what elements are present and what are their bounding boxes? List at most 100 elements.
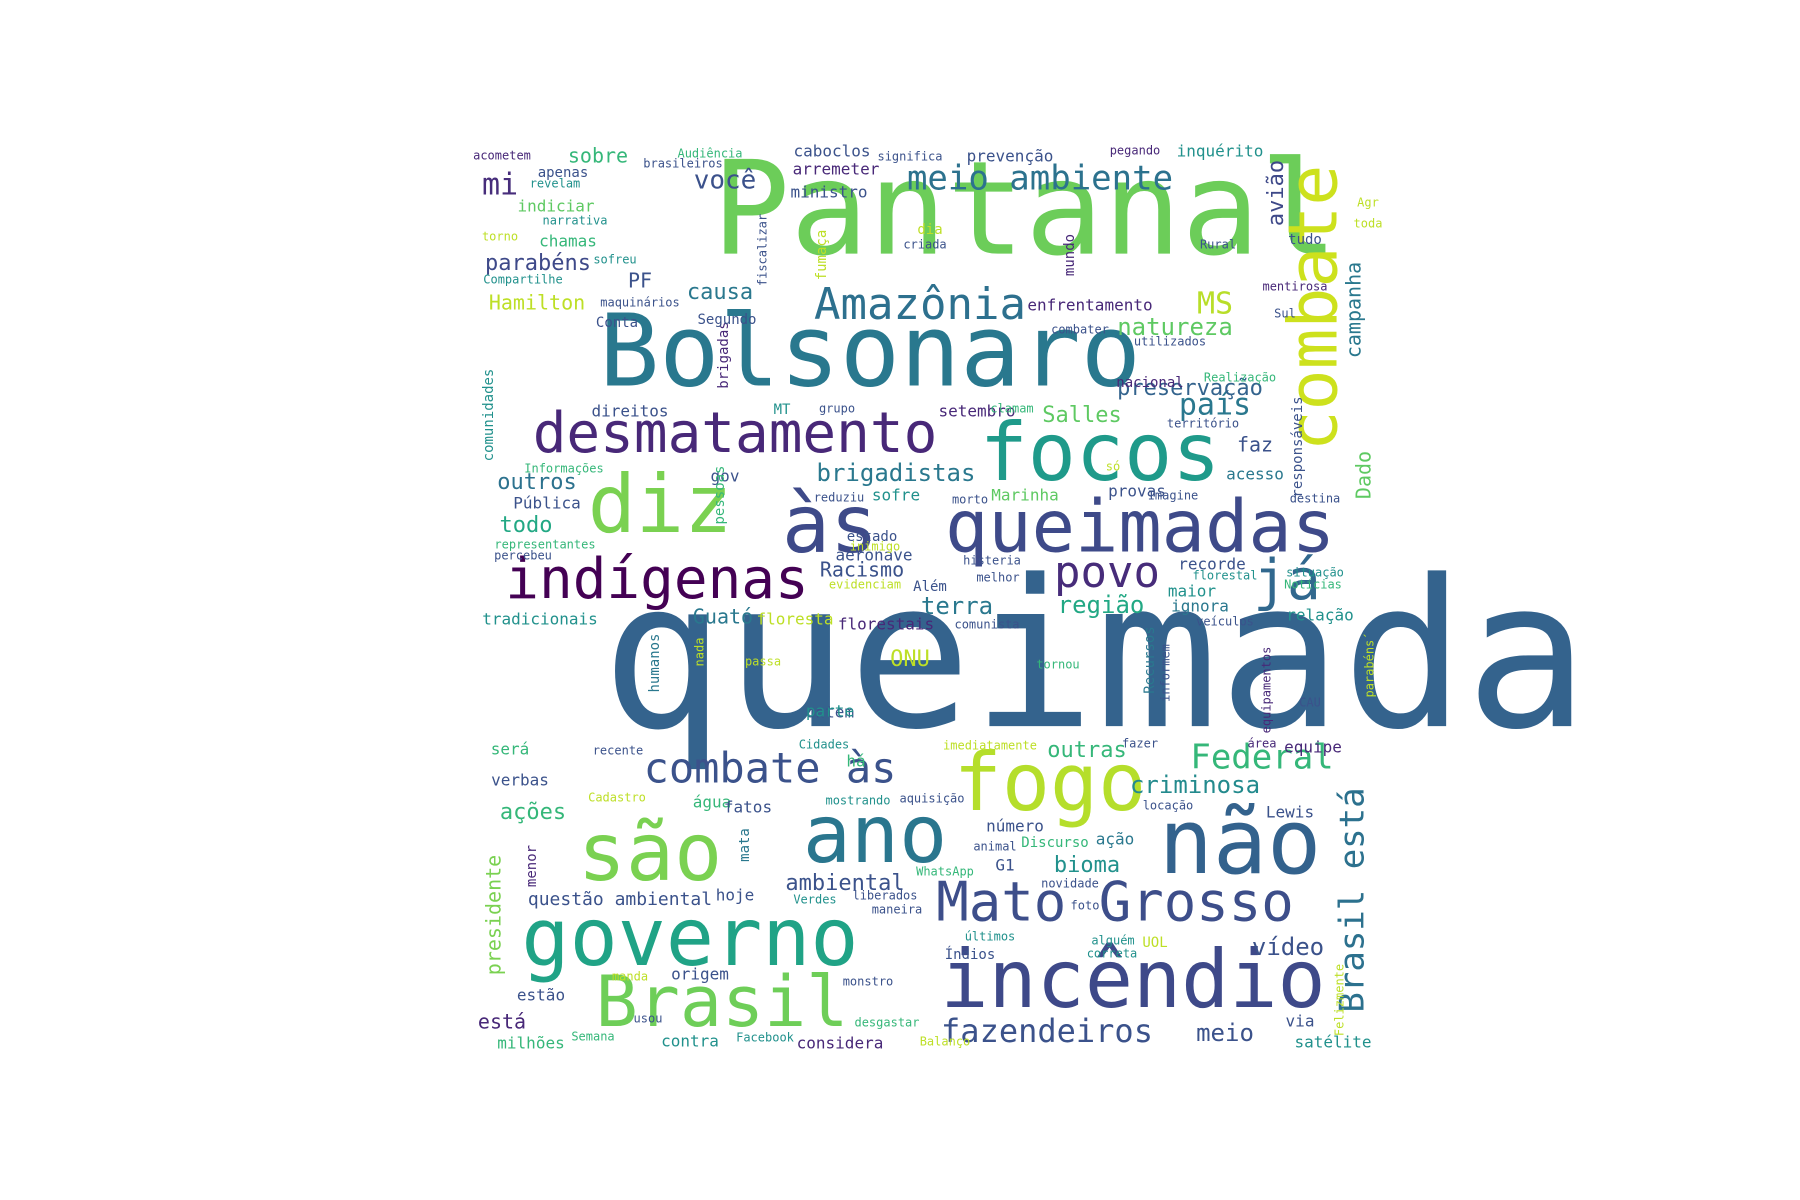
word-contra: contra	[661, 1032, 719, 1051]
word-indios: Índios	[945, 946, 996, 963]
word-so: só	[1106, 460, 1120, 474]
word-pegando: pegando	[1110, 144, 1161, 158]
word-monstro: monstro	[843, 975, 894, 989]
word-imediatamente: imediatamente	[943, 739, 1037, 753]
word-representantes: representantes	[494, 538, 595, 552]
word-as: às	[782, 478, 878, 571]
word-chamas: chamas	[539, 232, 597, 251]
word-fiscalizar: fiscalizar	[756, 214, 770, 286]
word-lewis: Lewis	[1266, 803, 1314, 822]
word-hoje: hoje	[716, 886, 755, 905]
word-usou: usou	[634, 1012, 663, 1026]
word-ms: MS	[1197, 287, 1233, 322]
word-diz: diz	[588, 458, 733, 551]
word-veiculos: veículos	[1196, 615, 1254, 629]
word-percebeu: percebeu	[494, 549, 552, 563]
word-incendio: incêndio	[940, 933, 1325, 1026]
word-questao-ambiental: questão ambiental	[528, 889, 712, 910]
word-considera: considera	[797, 1034, 884, 1053]
word-federal: Federal	[1190, 738, 1333, 778]
word-sofre: sofre	[872, 486, 920, 505]
word-comunidades: comunidades	[481, 369, 497, 462]
word-voce: você	[694, 166, 757, 196]
word-ignora: ignora	[1171, 597, 1229, 616]
word-bolsonaro: Bolsonaro	[599, 292, 1141, 409]
word-mato-grosso: Mato Grosso	[936, 871, 1294, 934]
word-direitos: direitos	[591, 402, 668, 421]
word-desmatamento: desmatamento	[533, 401, 938, 466]
word-equipamentos: equipamentos	[1260, 647, 1274, 734]
word-mentirosa: mentirosa	[1262, 280, 1327, 294]
word-acometem: acometem	[473, 149, 531, 163]
word-presidente: presidente	[482, 855, 506, 975]
word-publica: Pública	[513, 494, 580, 513]
word-povo: povo	[1054, 547, 1160, 598]
word-comunista: comunista	[954, 618, 1019, 632]
word-tradicionais: tradicionais	[482, 610, 598, 629]
word-uol: UOL	[1142, 935, 1167, 951]
word-outros: outros	[497, 470, 576, 495]
word-salles: Salles	[1042, 403, 1121, 428]
word-alem: Além	[913, 579, 947, 595]
word-audiencia: Audiência	[677, 147, 742, 161]
word-locacao: locação	[1143, 799, 1194, 813]
word-verdes: Verdes	[793, 893, 836, 907]
word-parabens: parabéns´	[1363, 632, 1377, 697]
word-milhoes: milhões	[497, 1034, 564, 1053]
word-imagine: Imagine	[1148, 489, 1199, 503]
word-maior: maior	[1168, 582, 1217, 601]
word-pessoas: pessoas	[712, 465, 728, 524]
word-grupo: grupo	[819, 402, 855, 416]
word-apenas: apenas	[538, 165, 589, 181]
word-noticias: Notícias	[1284, 578, 1342, 592]
word-provas: provas	[1108, 482, 1166, 501]
word-brasil: Brasil	[596, 961, 849, 1043]
word-terra: terra	[921, 592, 993, 620]
word-novidade: novidade	[1041, 877, 1099, 891]
word-dado: Dado	[1352, 451, 1376, 499]
word-guato: Guató	[693, 605, 753, 629]
word-acesso: acesso	[1226, 465, 1284, 484]
word-florestais: florestais	[838, 615, 934, 634]
word-felizmente: Felizmente	[1333, 964, 1347, 1036]
word-utilizados: utilizados	[1134, 335, 1206, 349]
word-sul: Sul	[1274, 307, 1296, 321]
word-mata: mata	[737, 828, 753, 862]
word-indiciar: indiciar	[517, 197, 594, 216]
word-governo: governo	[521, 891, 858, 984]
word-faz: faz	[1237, 433, 1273, 457]
word-alguem: alguém	[1091, 934, 1134, 948]
word-relacao: relação	[1286, 606, 1353, 625]
word-nada: nada	[693, 638, 707, 667]
word-combate: combate	[1275, 165, 1354, 452]
word-ano: ano	[803, 788, 948, 881]
word-ha: há	[846, 752, 865, 771]
word-fatos: fatos	[724, 798, 772, 817]
word-queimadas: queimadas	[945, 485, 1335, 569]
word-compartilhe: Compartilhe	[483, 273, 562, 287]
word-origem: origem	[671, 965, 729, 984]
word-criminosa: criminosa	[1130, 771, 1260, 799]
word-aquisicao: aquisição	[899, 792, 964, 806]
word-focos: focos	[980, 406, 1221, 499]
word-torno: torno	[482, 230, 518, 244]
word-ambiental: ambiental	[785, 871, 904, 896]
word-caboclos: caboclos	[793, 142, 870, 161]
word-mi: mi	[482, 168, 518, 203]
word-rural: Rural	[1200, 238, 1236, 252]
word-manda: manda	[612, 970, 648, 984]
word-discurso: Discurso	[1021, 835, 1088, 851]
word-parte: parte	[806, 702, 854, 721]
word-estado: estado	[847, 529, 898, 545]
word-histeria: histeria	[963, 554, 1021, 568]
word-ontem: ontem	[806, 703, 854, 722]
word-sofreu: sofreu	[593, 253, 636, 267]
word-fazendeiros: fazendeiros	[941, 1012, 1153, 1050]
word-reduziu: reduziu	[814, 491, 865, 505]
word-racismo: Racismo	[820, 558, 904, 582]
word-correta: correta	[1087, 947, 1138, 961]
word-agr: Agr	[1357, 196, 1379, 210]
word-revelam: revelam	[530, 177, 581, 191]
word-dia: dia	[917, 222, 942, 238]
word-brasil-esta: Brasil está	[1333, 787, 1373, 1012]
